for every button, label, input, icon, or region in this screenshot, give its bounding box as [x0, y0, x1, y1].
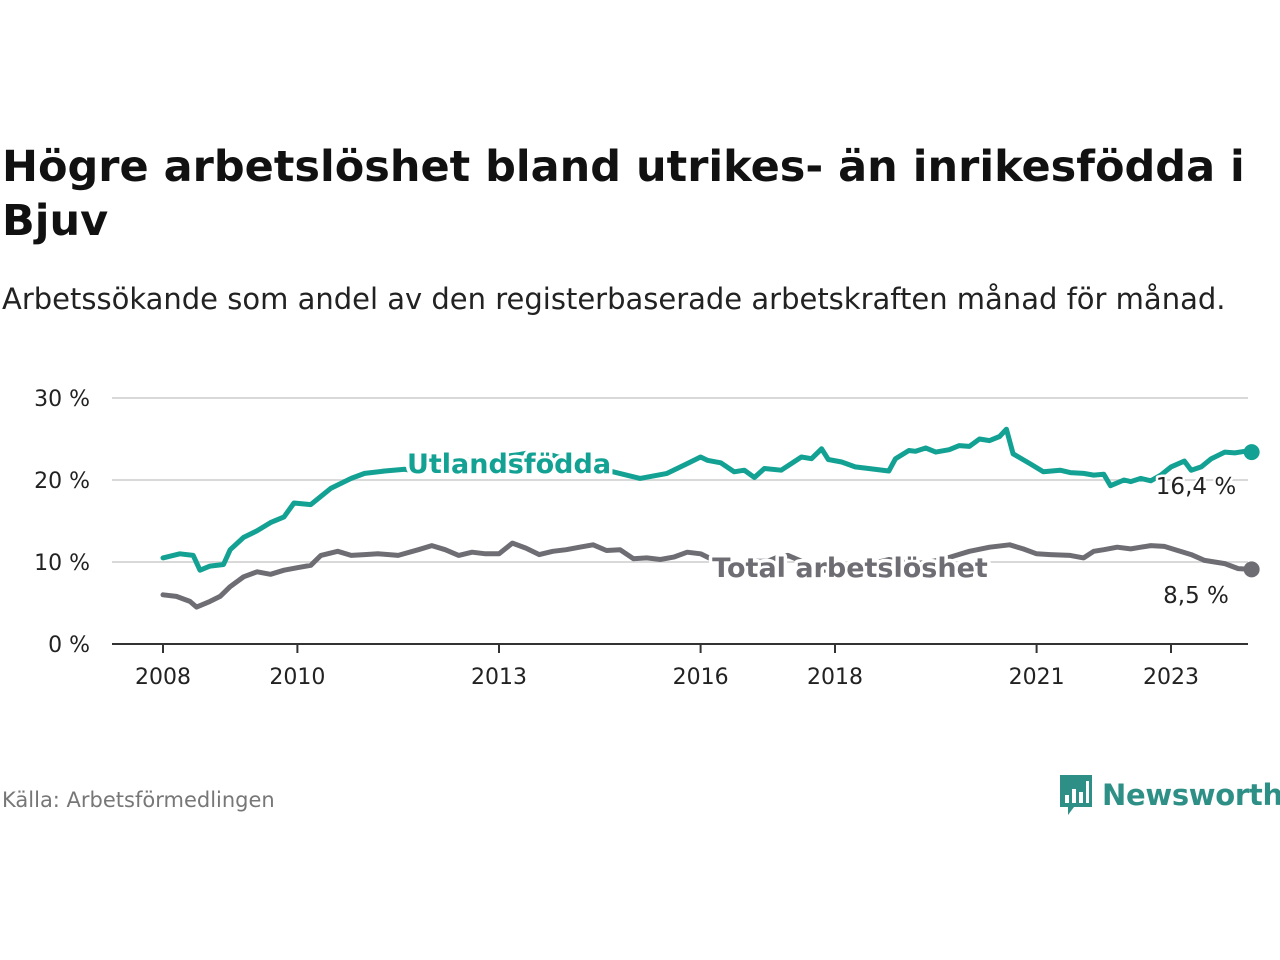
series-line-0 [160, 426, 1255, 573]
x-tick-label: 2021 [1009, 665, 1065, 690]
series-line-1 [160, 540, 1255, 610]
line-chart: 0 % 10 % 20 % 30 % 2008 2010 2013 2016 2018 2021… [34, 387, 1260, 690]
end-value-label-0: 16,4 % [1156, 474, 1236, 500]
y-tick-label: 0 % [48, 633, 90, 658]
series-label-0: Utlandsfödda [407, 449, 611, 480]
source-note: Källa: Arbetsförmedlingen [2, 788, 275, 812]
series-group [160, 426, 1260, 610]
x-axis: 2008 2010 2013 2016 2018 2021 2023 [112, 643, 1248, 690]
y-axis: 0 % 10 % 20 % 30 % [34, 387, 90, 658]
series-labels: Utlandsfödda Total arbetslöshet 16,4 % 8,5 … [403, 446, 1238, 612]
brand-logo: Newsworthy [1058, 772, 1280, 818]
x-tick-label: 2010 [269, 665, 325, 690]
y-tick-label: 20 % [34, 469, 90, 494]
brand-name: Newsworthy [1102, 778, 1280, 812]
series-label-1: Total arbetslöshet [712, 553, 988, 584]
newsworthy-logo-icon [1060, 775, 1092, 815]
x-tick-label: 2023 [1143, 665, 1199, 690]
gridlines [112, 397, 1248, 563]
series-end-marker-0 [1243, 444, 1260, 461]
x-tick-label: 2018 [807, 665, 863, 690]
x-tick-label: 2008 [135, 665, 191, 690]
y-tick-label: 30 % [34, 387, 90, 412]
chart-title: Högre arbetslöshet bland utrikes- än inr… [2, 142, 1245, 246]
chart-subtitle: Arbetssökande som andel av den registerb… [2, 282, 1226, 316]
series-end-marker-1 [1243, 561, 1260, 578]
y-tick-label: 10 % [34, 551, 90, 576]
end-value-label-1: 8,5 % [1163, 583, 1229, 609]
x-tick-label: 2013 [471, 665, 527, 690]
x-tick-label: 2016 [673, 665, 729, 690]
